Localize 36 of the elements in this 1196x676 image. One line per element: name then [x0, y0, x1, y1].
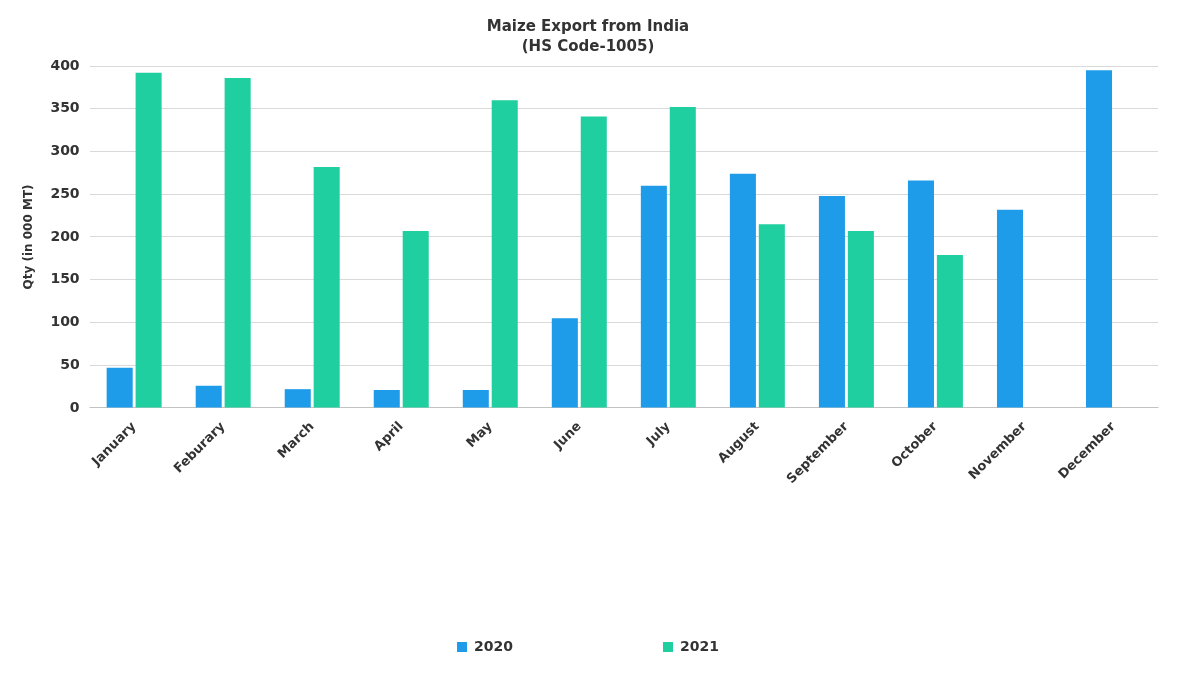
bar — [135, 72, 162, 408]
y-tick-label: 200 — [50, 227, 80, 244]
y-tick-label: 250 — [50, 184, 80, 201]
bar — [195, 385, 222, 408]
chart-subtitle: (HS Code-1005) — [521, 36, 655, 55]
legend-label: 2021 — [680, 637, 719, 654]
bar — [551, 318, 578, 408]
y-tick-label: 400 — [50, 56, 80, 73]
bar — [936, 254, 963, 408]
y-tick-label: 150 — [50, 270, 80, 287]
bar — [996, 209, 1024, 408]
y-tick-label: 0 — [69, 398, 80, 415]
bar — [580, 116, 607, 408]
bar — [284, 389, 311, 408]
bar — [640, 185, 667, 408]
y-tick-label: 300 — [50, 142, 80, 159]
bar — [669, 107, 696, 408]
y-tick-label: 50 — [60, 355, 80, 372]
bar — [491, 100, 518, 408]
bar — [729, 173, 756, 408]
bar — [1086, 70, 1113, 408]
bar — [758, 224, 785, 408]
bar — [462, 390, 489, 408]
y-axis-title: Qty (in 000 MT) — [21, 184, 36, 290]
bar — [907, 180, 934, 408]
bar — [373, 390, 400, 408]
bar — [106, 367, 133, 408]
y-tick-label: 100 — [50, 313, 80, 330]
legend-label: 2020 — [474, 637, 514, 654]
bar — [402, 231, 429, 408]
y-tick-label: 350 — [50, 99, 80, 116]
bar — [818, 195, 845, 408]
bar — [224, 77, 251, 408]
chart-title: Maize Export from India — [486, 16, 690, 35]
bar — [847, 231, 874, 408]
bar — [313, 166, 340, 408]
